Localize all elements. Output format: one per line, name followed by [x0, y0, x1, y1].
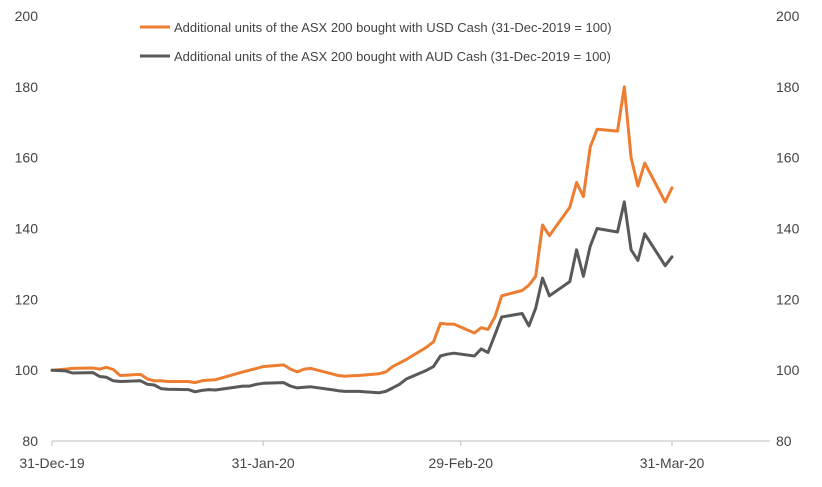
y-tick-label-left: 160	[15, 150, 39, 166]
x-tick-label: 29-Feb-20	[428, 455, 493, 471]
series-line-usd	[50, 85, 674, 385]
legend-label-usd: Additional units of the ASX 200 bought w…	[174, 20, 612, 35]
legend-label-aud: Additional units of the ASX 200 bought w…	[174, 49, 611, 64]
y-tick-label-right: 180	[776, 79, 800, 95]
y-tick-label-left: 200	[15, 8, 39, 24]
axes	[51, 440, 770, 446]
y-tick-label-left: 100	[15, 362, 39, 378]
y-tick-label-right: 140	[776, 221, 800, 237]
y-tick-label-left: 120	[15, 291, 39, 307]
x-tick-label: 31-Jan-20	[232, 455, 295, 471]
x-tick-label: 31-Dec-19	[19, 455, 85, 471]
y-tick-label-left: 140	[15, 221, 39, 237]
y-tick-label-right: 100	[776, 362, 800, 378]
tick-labels: 31-Dec-19 31-Jan-20 29-Feb-20 31-Mar-20 80 10…	[15, 8, 800, 471]
y-tick-label-right: 200	[776, 8, 800, 24]
y-tick-label-left: 80	[22, 433, 38, 449]
y-tick-label-right: 80	[776, 433, 792, 449]
legend: Additional units of the ASX 200 bought w…	[140, 20, 612, 64]
y-tick-label-right: 120	[776, 291, 800, 307]
y-tick-label-left: 180	[15, 79, 39, 95]
x-tick-label: 31-Mar-20	[640, 455, 705, 471]
series-lines	[50, 85, 674, 395]
y-tick-label-right: 160	[776, 150, 800, 166]
series-line-aud	[50, 200, 674, 395]
